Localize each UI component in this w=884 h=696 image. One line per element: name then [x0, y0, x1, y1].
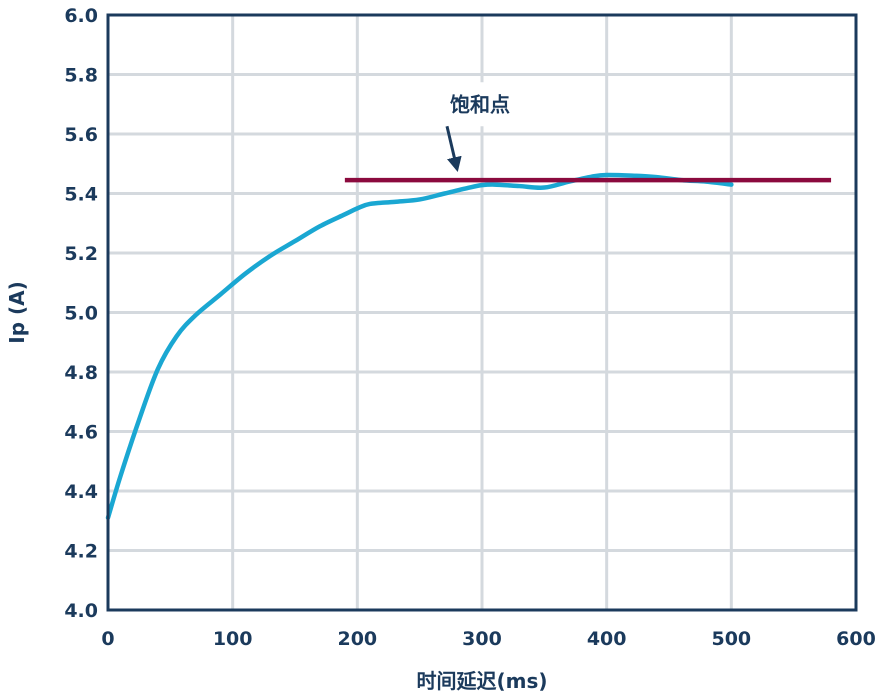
annotation-background: [420, 82, 544, 127]
x-tick-label: 600: [836, 628, 876, 650]
annotation-label: 饱和点: [450, 92, 510, 116]
y-tick-label: 5.0: [64, 303, 98, 325]
annotation-arrow: [445, 125, 462, 173]
y-tick-label: 4.0: [64, 600, 98, 622]
annotation-layer: 饱和点: [420, 82, 544, 173]
y-tick-label: 4.6: [64, 422, 98, 444]
y-tick-label: 5.2: [64, 243, 98, 265]
ip-series-line: [105, 172, 734, 521]
y-tick-labels: 4.0 4.2 4.4 4.6 4.8 5.0 5.2 5.4 5.6 5.8 6.0: [64, 5, 98, 622]
x-tick-label: 300: [462, 628, 502, 650]
y-tick-label: 5.4: [64, 184, 98, 206]
y-tick-label: 4.2: [64, 541, 98, 563]
y-axis-label: Ip (A): [5, 281, 29, 343]
grid: [108, 15, 856, 610]
y-tick-label: 5.8: [64, 65, 98, 87]
x-tick-label: 400: [587, 628, 627, 650]
x-tick-label: 0: [101, 628, 114, 650]
plot-frame: [106, 13, 858, 612]
x-tick-label: 500: [711, 628, 751, 650]
x-tick-label: 200: [337, 628, 377, 650]
y-tick-label: 4.8: [64, 362, 98, 384]
x-tick-labels: 0 100 200 300 400 500 600: [101, 628, 875, 650]
series-layer: [105, 172, 832, 521]
y-tick-label: 6.0: [64, 5, 98, 27]
x-tick-label: 100: [213, 628, 253, 650]
x-axis-label: 时间延迟(ms): [416, 669, 547, 693]
y-tick-label: 5.6: [64, 124, 98, 146]
y-tick-label: 4.4: [64, 481, 98, 503]
